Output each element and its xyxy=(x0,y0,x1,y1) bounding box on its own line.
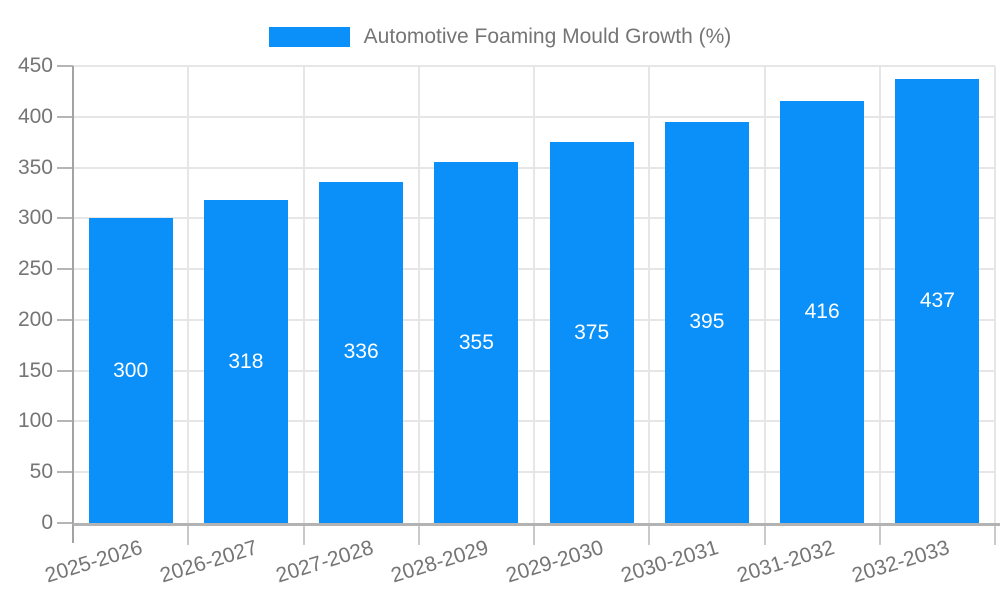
y-tick-label: 200 xyxy=(17,307,53,331)
x-tick-label: 2027-2028 xyxy=(273,536,376,588)
bar: 416 xyxy=(780,100,865,523)
y-tick-label: 400 xyxy=(17,104,53,128)
y-tick-label: 0 xyxy=(41,511,53,534)
y-tick-label: 250 xyxy=(17,257,53,281)
bar-value-label: 318 xyxy=(228,349,264,373)
gridline-vertical xyxy=(878,66,881,523)
y-axis-tick xyxy=(57,522,73,524)
bar-value-label: 416 xyxy=(804,299,840,323)
x-tick-label: 2030-2031 xyxy=(618,536,722,588)
bar: 355 xyxy=(434,162,519,523)
bar: 336 xyxy=(319,181,404,523)
gridline-vertical xyxy=(302,66,305,523)
legend: Automotive Foaming Mould Growth (%) xyxy=(0,25,1000,49)
y-axis-tick xyxy=(57,420,73,423)
x-axis-tick xyxy=(302,526,305,545)
gridline-vertical xyxy=(417,66,420,523)
y-axis-tick xyxy=(57,471,73,474)
gridline-vertical xyxy=(648,66,651,523)
y-axis-tick xyxy=(57,217,73,220)
x-axis-tick xyxy=(648,526,651,545)
bar: 395 xyxy=(664,121,749,523)
bar-value-label: 375 xyxy=(574,320,610,344)
bar-value-label: 300 xyxy=(113,358,149,382)
x-axis-tick xyxy=(533,526,535,545)
bar-value-label: 437 xyxy=(919,289,955,313)
legend-label: Automotive Foaming Mould Growth (%) xyxy=(363,25,732,48)
x-tick-label: 2032-2033 xyxy=(849,536,953,588)
bar: 437 xyxy=(895,79,980,523)
x-tick-label: 2031-2032 xyxy=(734,536,837,588)
bar: 300 xyxy=(88,218,173,523)
y-tick-label: 300 xyxy=(17,206,53,230)
bar-value-label: 355 xyxy=(458,330,494,354)
x-axis-line xyxy=(73,523,1000,526)
y-axis-tick xyxy=(57,318,73,321)
gridline-vertical xyxy=(763,66,766,523)
bar: 375 xyxy=(549,142,634,523)
y-axis-tick xyxy=(57,369,73,372)
bar: 318 xyxy=(203,200,288,523)
x-axis-tick xyxy=(878,526,881,545)
y-axis-tick xyxy=(57,115,73,118)
y-tick-label: 50 xyxy=(29,460,53,484)
x-axis-tick xyxy=(994,526,996,545)
y-axis-tick xyxy=(57,166,73,169)
x-axis-tick xyxy=(187,526,190,545)
y-tick-label: 150 xyxy=(17,358,53,382)
x-tick-label: 2025-2026 xyxy=(42,536,146,588)
gridline-vertical xyxy=(533,66,535,523)
legend-swatch xyxy=(268,27,350,47)
plot-area: 300 318 336 355 375 395 416 437 xyxy=(57,65,1000,545)
gridline-vertical xyxy=(994,66,996,523)
bar-value-label: 336 xyxy=(343,340,379,364)
x-tick-label: 2026-2027 xyxy=(157,536,261,588)
y-tick-label: 350 xyxy=(17,155,53,179)
y-axis-tick xyxy=(57,268,73,271)
x-tick-label: 2029-2030 xyxy=(503,536,607,588)
bar-value-label: 395 xyxy=(689,310,725,334)
y-tick-label: 450 xyxy=(17,54,53,77)
gridline-vertical xyxy=(187,66,190,523)
y-axis-line xyxy=(72,66,74,543)
y-tick-label: 100 xyxy=(17,409,53,433)
x-tick-label: 2028-2029 xyxy=(388,536,492,588)
x-axis-tick xyxy=(417,526,420,545)
y-axis-tick xyxy=(57,65,73,67)
x-axis-tick xyxy=(763,526,766,545)
